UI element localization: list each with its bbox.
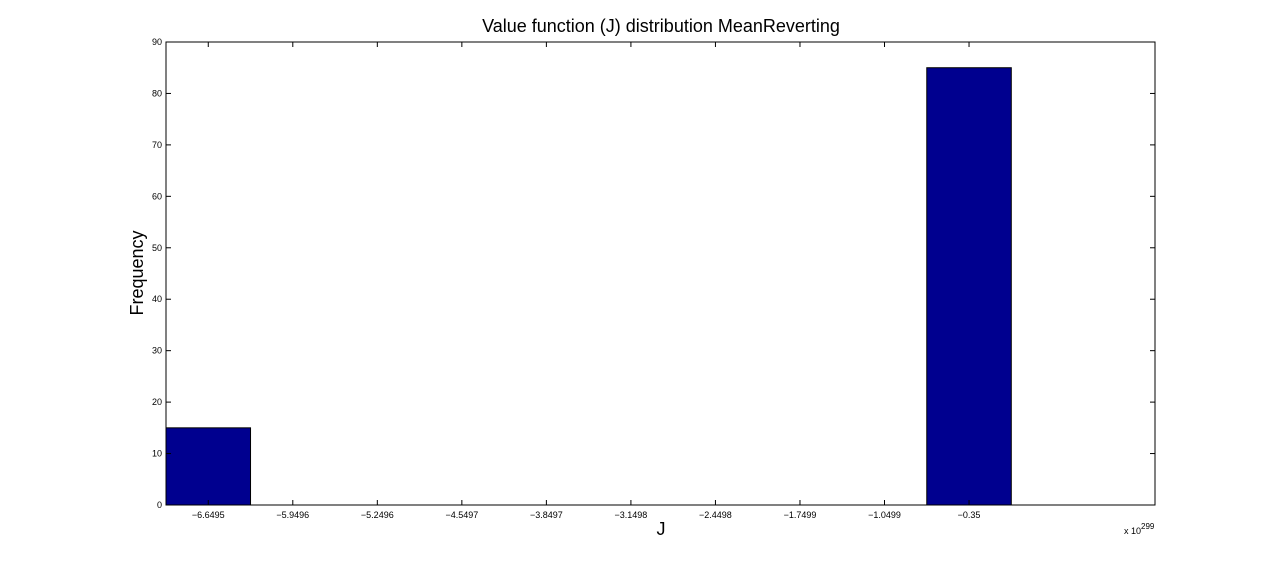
x-tick-label-1: −5.9496	[276, 510, 309, 520]
x-axis-multiplier-exponent: 299	[1141, 522, 1155, 531]
x-tick-label-4: −3.8497	[530, 510, 563, 520]
x-tick-label-2: −5.2496	[361, 510, 394, 520]
chart-title: Value function (J) distribution MeanReve…	[482, 16, 840, 36]
y-tick-label-0: 0	[157, 500, 162, 510]
y-tick-label-20: 20	[152, 397, 162, 407]
plot-area-frame	[165, 41, 1156, 506]
y-axis: 0 10 20 30 40 50 60 70 80 90	[152, 37, 1155, 510]
y-axis-label: Frequency	[127, 230, 147, 315]
x-axis: −6.6495 −5.9496 −5.2496 −4.5497 −3.8497 −3.14…	[192, 42, 981, 520]
y-tick-label-30: 30	[152, 346, 162, 356]
x-tick-label-5: −3.1498	[615, 510, 648, 520]
x-tick-label-8: −1.0499	[868, 510, 901, 520]
y-tick-label-70: 70	[152, 140, 162, 150]
y-tick-label-40: 40	[152, 294, 162, 304]
bar-0	[165, 427, 252, 506]
x-tick-label-0: −6.6495	[192, 510, 225, 520]
y-tick-label-10: 10	[152, 449, 162, 459]
x-tick-label-6: −2.4498	[699, 510, 732, 520]
y-tick-label-80: 80	[152, 88, 162, 98]
x-axis-multiplier-base: x 10	[1124, 526, 1141, 536]
bars-group	[165, 67, 1012, 506]
bar-9	[926, 67, 1012, 506]
x-tick-label-9: −0.35	[958, 510, 981, 520]
y-tick-label-60: 60	[152, 191, 162, 201]
y-tick-label-50: 50	[152, 243, 162, 253]
x-axis-label: J	[657, 519, 666, 539]
y-tick-label-90: 90	[152, 37, 162, 47]
x-tick-label-7: −1.7499	[784, 510, 817, 520]
x-tick-label-3: −4.5497	[445, 510, 478, 520]
x-axis-multiplier: x 10299	[1124, 522, 1155, 536]
